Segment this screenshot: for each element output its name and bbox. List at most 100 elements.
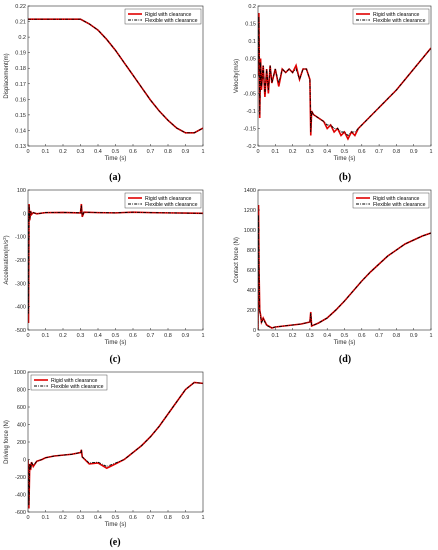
x-tick-label: 0.9 (182, 149, 190, 155)
y-axis-label: Driving force (N) (4, 420, 10, 464)
y-tick-label: 0 (23, 211, 26, 217)
y-tick-label: -400 (15, 493, 26, 499)
x-tick-label: 0.5 (112, 333, 120, 339)
x-tick-label: 1 (429, 149, 432, 155)
chart-panel-c: 0 0.1 0.2 0.3 0.4 0.5 0.6 0.7 0.8 0.9 1 -500 -400 -30… (2, 188, 205, 365)
x-tick-label: 0.8 (393, 149, 401, 155)
x-tick-label: 0 (26, 515, 29, 521)
x-tick-label: 0.8 (164, 149, 172, 155)
legend-box (352, 8, 430, 25)
chart-panel-a: 0 0.1 0.2 0.3 0.4 0.5 0.6 0.7 0.8 0.9 1 0.13 0.14 0.1… (4, 4, 205, 183)
x-tick-label: 0.9 (410, 333, 418, 339)
x-tick-label: 0.3 (77, 515, 85, 521)
panel-label: (b) (339, 172, 351, 183)
legend-label: Rigid with clearance (145, 196, 192, 202)
y-axis-label: Displacement(m) (4, 53, 10, 98)
x-tick-label: 0.5 (112, 515, 120, 521)
x-tick-label: 0.2 (59, 149, 67, 155)
y-tick-label: 100 (17, 188, 26, 194)
y-tick-label: 0.17 (15, 82, 26, 88)
x-tick-label: 0.6 (129, 515, 137, 521)
x-tick-label: 0.6 (129, 333, 137, 339)
x-tick-label: 0.1 (42, 149, 50, 155)
series-line-flexible (258, 214, 431, 330)
y-axis-label: Contact force (N) (234, 237, 240, 283)
chart-panel-e: 0 0.1 0.2 0.3 0.4 0.5 0.6 0.7 0.8 0.9 1 -600 -400 -20… (4, 370, 205, 548)
y-axis-label: Acceleration(m/s2) (2, 235, 10, 284)
y-tick-label: -200 (15, 258, 26, 264)
panel-label: (a) (109, 172, 121, 183)
x-tick-label: 0.8 (164, 333, 172, 339)
x-tick-label: 1 (201, 333, 204, 339)
legend-label: Flexible with clearance (373, 202, 426, 208)
y-tick-label: -200 (15, 475, 26, 481)
y-tick-label: 0.18 (15, 66, 26, 72)
x-tick-label: 0.5 (341, 333, 349, 339)
chart-panel-b: 0 0.1 0.2 0.3 0.4 0.5 0.6 0.7 0.8 0.9 1 -0.2 -0.15 -0… (234, 4, 433, 183)
y-tick-label: 400 (17, 423, 26, 429)
x-tick-label: 0.9 (182, 515, 190, 521)
x-tick-label: 0.1 (42, 515, 50, 521)
x-tick-label: 0.7 (375, 333, 383, 339)
plot-area (258, 6, 431, 146)
x-tick-label: 0.3 (306, 333, 314, 339)
y-axis-label: Velocity(m/s) (234, 59, 240, 93)
y-tick-label: -400 (15, 305, 26, 311)
y-tick-label: 800 (17, 388, 26, 394)
series-line-flexible (28, 382, 203, 506)
y-tick-label: -300 (15, 281, 26, 287)
x-axis-label: Time (s) (105, 522, 127, 528)
y-tick-label: 1400 (244, 188, 256, 194)
panel-label: (e) (109, 537, 120, 548)
x-tick-label: 0 (256, 149, 259, 155)
y-tick-label: 0.15 (15, 113, 26, 119)
chart-panel-d: 0 0.1 0.2 0.3 0.4 0.5 0.6 0.7 0.8 0.9 1 0 200 400 600 8… (234, 188, 433, 365)
plot-area (258, 190, 431, 330)
y-tick-label: 0 (23, 458, 26, 464)
y-tick-label: 0.2 (18, 35, 26, 41)
plot-area (28, 190, 203, 330)
y-tick-label: 0.14 (15, 128, 26, 134)
x-tick-label: 0.1 (42, 333, 50, 339)
y-tick-label: 600 (17, 405, 26, 411)
y-tick-label: 200 (17, 440, 26, 446)
x-tick-label: 0.2 (59, 515, 67, 521)
legend-box (124, 192, 202, 209)
x-tick-label: 0.7 (147, 333, 155, 339)
y-tick-label: -600 (15, 510, 26, 516)
x-tick-label: 0.8 (164, 515, 172, 521)
plot-area (28, 6, 203, 146)
y-tick-label: 800 (247, 248, 256, 254)
x-tick-label: 0.3 (77, 149, 85, 155)
y-tick-label: -100 (15, 235, 26, 241)
x-tick-label: 1 (201, 515, 204, 521)
y-tick-label: 0.13 (15, 144, 26, 150)
x-tick-label: 0.1 (271, 149, 279, 155)
x-tick-label: 0.4 (323, 149, 331, 155)
y-tick-label: -0.1 (247, 109, 256, 115)
legend-label: Rigid with clearance (373, 12, 420, 18)
y-tick-label: 0.19 (15, 51, 26, 57)
x-tick-label: 0.6 (129, 149, 137, 155)
x-tick-label: 0.2 (289, 333, 297, 339)
y-tick-label: 600 (247, 268, 256, 274)
x-tick-label: 0.3 (306, 149, 314, 155)
y-tick-label: 1200 (244, 208, 256, 214)
y-tick-label: 0.1 (248, 39, 256, 45)
x-tick-label: 1 (201, 149, 204, 155)
y-tick-label: -0.2 (247, 144, 256, 150)
panel-label: (c) (109, 354, 120, 365)
y-tick-label: 0.22 (15, 4, 26, 10)
series-line-flexible (28, 18, 203, 134)
x-tick-label: 0.8 (393, 333, 401, 339)
y-tick-label: 0 (253, 328, 256, 334)
y-tick-label: 0 (253, 74, 256, 80)
x-tick-label: 0 (26, 149, 29, 155)
x-tick-label: 0.1 (271, 333, 279, 339)
plot-area (28, 372, 203, 512)
x-tick-label: 0.9 (182, 333, 190, 339)
